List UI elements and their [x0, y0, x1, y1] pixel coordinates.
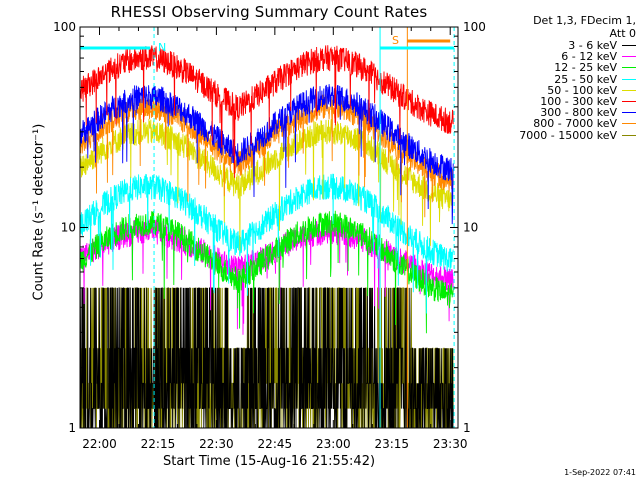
legend-entry: 12 - 25 keV	[486, 61, 636, 75]
legend-entry: 25 - 50 keV	[486, 72, 636, 86]
legend-label: 12 - 25 keV	[554, 61, 617, 75]
x-tick-label-22:45: 22:45	[258, 437, 293, 451]
x-tick-label-23:30: 23:30	[433, 437, 468, 451]
legend: Det 1,3, FDecim 1, Att 0 3 - 6 keV 6 - 12…	[486, 14, 636, 141]
series-line	[79, 173, 454, 314]
series-3to6keV	[79, 287, 454, 429]
series-50to100keV	[79, 118, 454, 251]
y-tick-label-right-10: 10	[463, 221, 478, 235]
series-line	[79, 210, 454, 334]
y-tick-label-100: 100	[53, 20, 76, 34]
y-tick-label-1: 1	[68, 421, 76, 435]
series-300to800keV	[79, 84, 454, 225]
series-line	[79, 45, 454, 178]
series-100to300keV	[79, 45, 454, 178]
legend-label: 800 - 7000 keV	[533, 117, 617, 131]
x-tick-label-22:15: 22:15	[141, 437, 176, 451]
legend-swatch	[622, 45, 636, 47]
legend-swatch	[622, 78, 636, 80]
x-axis-label: Start Time (15-Aug-16 21:55:42)	[162, 454, 376, 469]
legend-entry: 6 - 12 keV	[486, 51, 636, 62]
legend-entry: 50 - 100 keV	[486, 85, 636, 96]
annotation-s-label: S	[392, 34, 399, 47]
legend-label: 6 - 12 keV	[561, 50, 617, 64]
legend-header-line-2: Att 0	[609, 27, 636, 40]
x-tick-label-23:00: 23:00	[316, 437, 351, 451]
legend-swatch	[622, 67, 636, 69]
axes-layer: 1 1 10 10 100 100 22:00 22:15 22:30 22:45 23:00 23:…	[53, 20, 486, 451]
x-tick-label-22:00: 22:00	[82, 437, 117, 451]
series-12to25keV	[79, 210, 454, 334]
chart-title: RHESSI Observing Summary Count Rates	[110, 3, 428, 21]
x-tick-label-23:15: 23:15	[374, 437, 409, 451]
legend-entries: 3 - 6 keV 6 - 12 keV 12 - 25 keV 25 - 50 ke…	[486, 40, 636, 141]
legend-entry: 3 - 6 keV	[486, 40, 636, 51]
x-tick-label-22:30: 22:30	[199, 437, 234, 451]
series-line	[79, 84, 454, 225]
legend-swatch	[622, 112, 636, 114]
series-line	[79, 219, 454, 335]
legend-swatch	[622, 56, 636, 58]
legend-swatch	[622, 89, 636, 91]
legend-label: 300 - 800 keV	[540, 106, 617, 120]
y-tick-label-right-100: 100	[463, 20, 486, 34]
legend-label: 100 - 300 keV	[540, 94, 617, 108]
legend-entry: 800 - 7000 keV	[486, 117, 636, 131]
legend-swatch	[622, 101, 636, 103]
series-line	[79, 118, 454, 251]
series-line	[79, 287, 454, 429]
y-tick-label-right-1: 1	[463, 421, 471, 435]
series-6to12keV	[79, 219, 454, 335]
legend-swatch	[622, 134, 636, 136]
legend-label: 50 - 100 keV	[547, 83, 617, 97]
legend-entry: 7000 - 15000 keV	[486, 128, 636, 142]
annotation-layer: NS	[80, 27, 455, 428]
legend-header-line-1: Det 1,3, FDecim 1,	[533, 14, 636, 27]
y-tick-label-10: 10	[61, 221, 76, 235]
legend-entry: 300 - 800 keV	[486, 107, 636, 118]
annotation-n-label: N	[158, 41, 166, 54]
legend-entry: 100 - 300 keV	[486, 96, 636, 107]
legend-swatch	[622, 123, 636, 125]
series-25to50keV	[79, 173, 454, 314]
y-axis-label: Count Rate (s⁻¹ detector⁻¹)	[31, 123, 47, 301]
legend-label: 7000 - 15000 keV	[519, 128, 617, 142]
series-layer	[79, 45, 454, 429]
legend-label: 3 - 6 keV	[568, 39, 617, 52]
legend-label: 25 - 50 keV	[554, 72, 617, 86]
generation-timestamp: 1-Sep-2022 07:41	[564, 468, 636, 477]
